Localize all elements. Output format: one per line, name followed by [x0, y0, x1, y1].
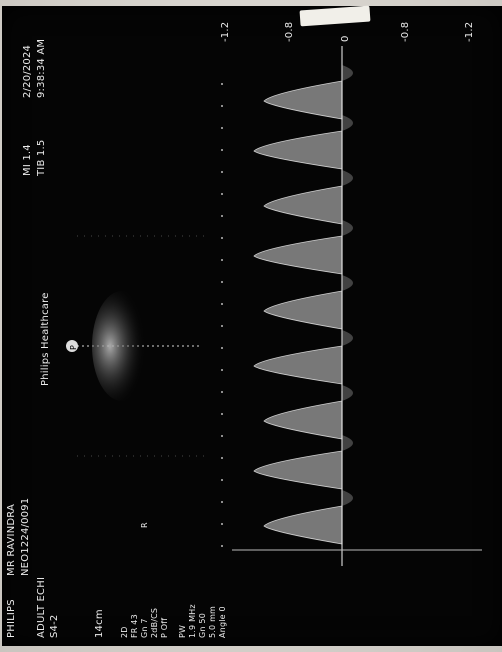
- time-tick-mark: [221, 193, 223, 195]
- doppler-spectrum: [221, 46, 482, 566]
- doppler-peak: [263, 185, 343, 225]
- time-tick-mark: [221, 501, 223, 503]
- doppler-reverse-flow: [342, 115, 353, 131]
- sector-tissue: [92, 291, 152, 401]
- doppler-peak: [263, 290, 343, 330]
- time-tick-mark: [221, 105, 223, 107]
- orientation-marker-icon: [66, 340, 78, 352]
- doppler-reverse-flow: [342, 65, 353, 81]
- time-tick-mark: [221, 259, 223, 261]
- doppler-reverse-flow: [342, 275, 353, 291]
- time-tick-mark: [221, 171, 223, 173]
- time-tick-mark: [221, 457, 223, 459]
- doppler-peak: [263, 505, 343, 545]
- scale-tick-1: -1.2: [220, 21, 231, 42]
- doppler-reverse-flow: [342, 330, 353, 346]
- doppler-reverse-flow: [342, 385, 353, 401]
- time-tick-mark: [221, 149, 223, 151]
- orientation-marker-label: P: [69, 345, 78, 350]
- time-tick-mark: [221, 523, 223, 525]
- doppler-reverse-flow: [342, 435, 353, 451]
- time-tick-mark: [221, 413, 223, 415]
- time-tick-mark: [221, 237, 223, 239]
- doppler-reverse-flow: [342, 490, 353, 506]
- scale-tick-4: -0.8: [400, 21, 411, 42]
- time-tick-mark: [221, 369, 223, 371]
- time-tick-mark: [221, 479, 223, 481]
- doppler-peak: [263, 80, 343, 120]
- time-tick-mark: [221, 303, 223, 305]
- doppler-peak: [253, 345, 343, 385]
- time-tick-mark: [221, 127, 223, 129]
- time-tick-mark: [221, 391, 223, 393]
- scale-tick-5: -1.2: [464, 21, 475, 42]
- time-tick-mark: [221, 347, 223, 349]
- time-tick-mark: [221, 325, 223, 327]
- ultrasound-screen: PHILIPS MR RAVINDRA NEO1224/0091 ADULT E…: [2, 6, 502, 646]
- time-tick-mark: [221, 215, 223, 217]
- doppler-peak: [253, 235, 343, 275]
- time-tick-mark: [221, 435, 223, 437]
- doppler-peak: [263, 400, 343, 440]
- sector-image: P: [66, 235, 207, 457]
- time-tick-mark: [221, 545, 223, 547]
- ultrasound-display: PHILIPS MR RAVINDRA NEO1224/0091 ADULT E…: [2, 6, 502, 646]
- doppler-reverse-flow: [342, 220, 353, 236]
- doppler-peak: [253, 130, 343, 170]
- scale-tick-3: 0: [340, 35, 351, 42]
- doppler-reverse-flow: [342, 170, 353, 186]
- scale-tick-2: -0.8: [284, 21, 295, 42]
- time-tick-mark: [221, 281, 223, 283]
- doppler-peak: [253, 450, 343, 490]
- time-tick-mark: [221, 83, 223, 85]
